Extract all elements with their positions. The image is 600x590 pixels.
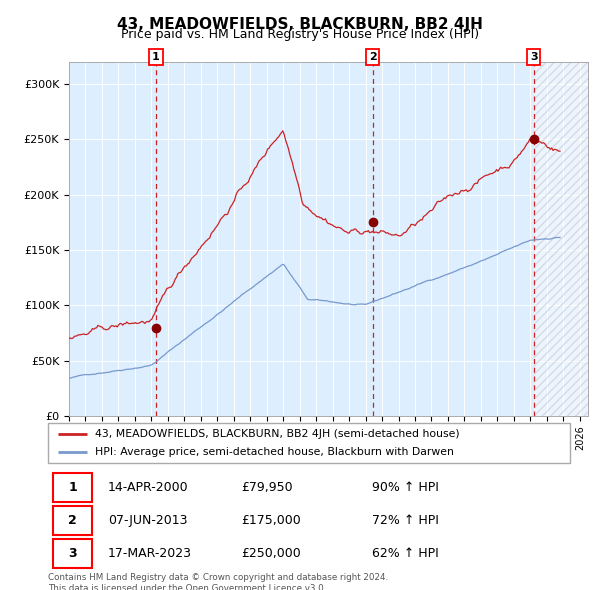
Text: HPI: Average price, semi-detached house, Blackburn with Darwen: HPI: Average price, semi-detached house,…: [95, 447, 454, 457]
Text: Price paid vs. HM Land Registry's House Price Index (HPI): Price paid vs. HM Land Registry's House …: [121, 28, 479, 41]
Text: Contains HM Land Registry data © Crown copyright and database right 2024.
This d: Contains HM Land Registry data © Crown c…: [48, 573, 388, 590]
Text: 43, MEADOWFIELDS, BLACKBURN, BB2 4JH: 43, MEADOWFIELDS, BLACKBURN, BB2 4JH: [117, 17, 483, 31]
Text: 90% ↑ HPI: 90% ↑ HPI: [371, 481, 439, 494]
Text: 72% ↑ HPI: 72% ↑ HPI: [371, 514, 439, 527]
Text: 3: 3: [68, 547, 77, 560]
Text: 07-JUN-2013: 07-JUN-2013: [108, 514, 188, 527]
Text: 1: 1: [68, 481, 77, 494]
Text: £250,000: £250,000: [241, 547, 301, 560]
Text: 3: 3: [530, 52, 538, 62]
Text: 43, MEADOWFIELDS, BLACKBURN, BB2 4JH (semi-detached house): 43, MEADOWFIELDS, BLACKBURN, BB2 4JH (se…: [95, 429, 460, 439]
Bar: [534, 62, 588, 416]
Bar: [53, 539, 92, 568]
Text: 1: 1: [152, 52, 160, 62]
Text: 2: 2: [68, 514, 77, 527]
Text: 62% ↑ HPI: 62% ↑ HPI: [371, 547, 439, 560]
Text: 17-MAR-2023: 17-MAR-2023: [108, 547, 192, 560]
Text: £79,950: £79,950: [241, 481, 293, 494]
Bar: [53, 473, 92, 502]
Text: 14-APR-2000: 14-APR-2000: [108, 481, 188, 494]
Text: 2: 2: [369, 52, 377, 62]
Bar: [53, 506, 92, 535]
Text: £175,000: £175,000: [241, 514, 301, 527]
